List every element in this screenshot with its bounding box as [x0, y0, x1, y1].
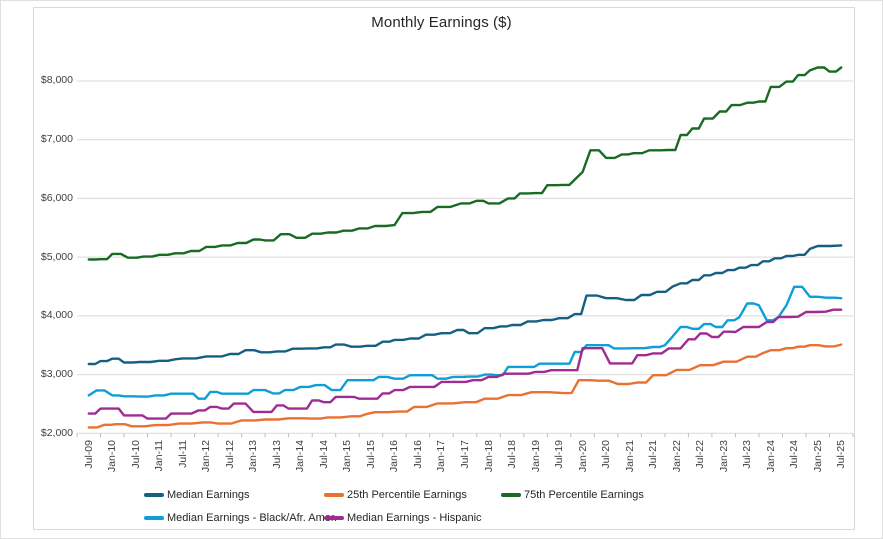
x-axis-label: Jul-16 [411, 440, 424, 469]
legend-item-25th-percentile-earnings: 25th Percentile Earnings [324, 489, 467, 501]
legend-label: 25th Percentile Earnings [347, 489, 467, 501]
x-axis-label: Jan-11 [153, 440, 166, 472]
legend-item-median-earnings: Median Earnings [144, 489, 250, 501]
chart-frame [33, 7, 855, 530]
x-axis-label: Jan-20 [576, 440, 589, 473]
x-axis-label: Jul-22 [694, 440, 707, 469]
x-axis-label: Jul-25 [835, 440, 848, 469]
legend-item-75th-percentile-earnings: 75th Percentile Earnings [501, 489, 644, 501]
y-axis-label: $7,000 [40, 133, 73, 146]
y-axis-label: $8,000 [40, 74, 73, 87]
legend-swatch-median-earnings [144, 493, 164, 497]
x-axis-label: Jan-14 [294, 440, 307, 473]
x-axis-label: Jul-09 [82, 440, 95, 469]
x-axis-label: Jul-15 [364, 440, 377, 469]
legend-label: Median Earnings - Hispanic [347, 512, 482, 524]
series-line-median-earnings [87, 244, 843, 366]
y-axis-label: $6,000 [40, 191, 73, 204]
legend-swatch-hispanic [324, 516, 344, 520]
legend-item-median-earnings-black-afr-amer: Median Earnings - Black/Afr. Amer. [144, 512, 337, 524]
x-axis-label: Jul-14 [317, 440, 330, 469]
y-axis-label: $2,000 [40, 426, 73, 439]
legend-label: Median Earnings [167, 489, 250, 501]
series-line-25th-percentile-earnings [87, 343, 843, 429]
x-axis-label: Jul-11 [176, 440, 189, 468]
x-axis-label: Jul-18 [506, 440, 519, 469]
x-axis-label: Jan-13 [247, 440, 260, 473]
x-axis-label: Jul-12 [223, 440, 236, 469]
legend-swatch-25th-percentile [324, 493, 344, 497]
series-line-median-earnings-black-afr-amer [87, 285, 843, 400]
x-axis-label: Jan-10 [106, 440, 119, 473]
x-axis-label: Jul-19 [553, 440, 566, 469]
series-line-75th-percentile-earnings [87, 66, 843, 261]
x-axis-label: Jan-16 [388, 440, 401, 473]
legend-swatch-75th-percentile [501, 493, 521, 497]
legend-item-median-earnings-hispanic: Median Earnings - Hispanic [324, 512, 482, 524]
x-axis-label: Jul-21 [647, 440, 660, 469]
x-axis-label: Jul-23 [741, 440, 754, 469]
x-axis-label: Jul-24 [788, 440, 801, 469]
x-axis-label: Jan-12 [200, 440, 213, 473]
x-axis-label: Jan-17 [435, 440, 448, 473]
x-axis-label: Jan-22 [670, 440, 683, 473]
y-axis-label: $3,000 [40, 368, 73, 381]
x-axis-label: Jul-17 [459, 440, 471, 469]
x-axis-label: Jul-10 [129, 440, 142, 469]
x-axis-label: Jul-20 [600, 440, 613, 469]
legend-label: Median Earnings - Black/Afr. Amer. [167, 512, 337, 524]
legend-label: 75th Percentile Earnings [524, 489, 644, 501]
x-axis-label: Jan-24 [764, 440, 777, 473]
series-line-median-earnings-hispanic [87, 308, 843, 420]
x-axis-label: Jan-21 [623, 440, 636, 473]
y-axis-label: $4,000 [40, 309, 73, 322]
x-axis-label: Jan-19 [529, 440, 542, 473]
x-axis-label: Jan-15 [341, 440, 354, 473]
x-axis-label: Jan-23 [717, 440, 730, 473]
chart-title: Monthly Earnings ($) [371, 14, 512, 31]
x-axis-label: Jul-13 [270, 440, 283, 469]
y-axis-label: $5,000 [40, 250, 73, 263]
x-axis-label: Jan-25 [811, 440, 824, 473]
x-axis-label: Jan-18 [482, 440, 495, 473]
legend-swatch-black-afr-amer [144, 516, 164, 520]
